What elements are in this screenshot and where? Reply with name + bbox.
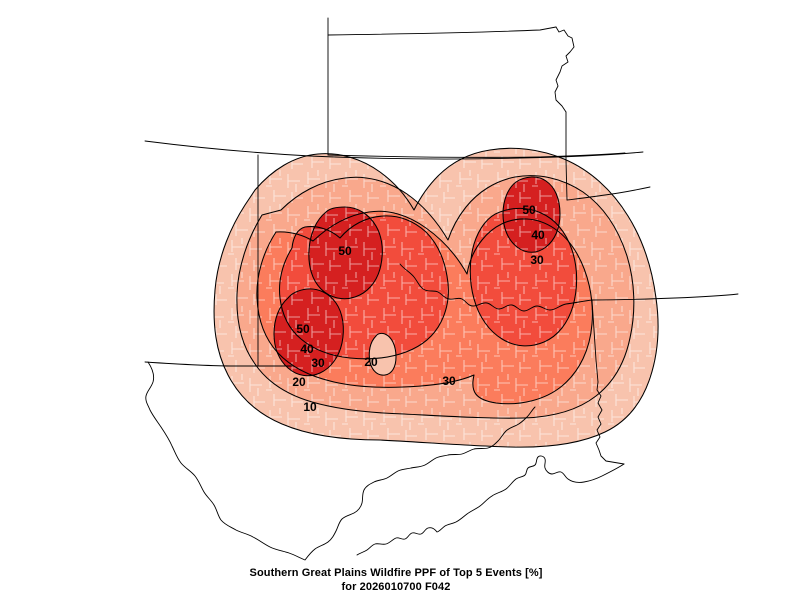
colorado-newmexico-line (144, 140, 644, 160)
kansas-nebraska-line (327, 26, 557, 36)
contour-label-30-kansas: 30 (530, 253, 544, 267)
oklahoma-kansas-line (327, 152, 626, 158)
gulf-coast-texas (356, 455, 625, 556)
contour-line-40-east (469, 207, 578, 347)
contour-lines (213, 147, 659, 448)
contour-line-10 (213, 147, 659, 448)
contour-label-50-west-texas: 50 (296, 322, 310, 336)
texas-arkansas-louisiana-east-line (591, 299, 599, 383)
missouri-northeast-boundary (554, 26, 575, 113)
contour-label-20-southwest: 20 (292, 375, 306, 389)
contour-line-50-kansas (502, 176, 561, 253)
contour-line-50-panhandle (308, 206, 383, 300)
contour-label-50-panhandle: 50 (338, 244, 352, 258)
state-boundaries (144, 17, 739, 561)
contour-label-30-central-texas: 30 (442, 374, 456, 388)
contour-label-10-south: 10 (303, 400, 317, 414)
texas-louisiana-border (595, 381, 625, 465)
oklahoma-missouri-arkansas-line (566, 186, 651, 201)
kansas-missouri-east-line (565, 111, 568, 201)
arkansas-louisiana-line (591, 293, 739, 301)
rio-grande-texas-mexico-border (145, 361, 536, 561)
contour-label-40-west-texas: 40 (300, 342, 314, 356)
contour-label-20-hole: 20 (364, 355, 378, 369)
contour-labels: 50 50 40 30 20 10 20 30 50 40 30 (292, 203, 545, 414)
contour-line-20-hole (368, 332, 397, 376)
contour-line-20 (236, 175, 635, 419)
newmexico-south-line (144, 361, 259, 367)
contour-line-50-west-texas (273, 288, 344, 377)
contour-label-50-kansas: 50 (522, 203, 536, 217)
contour-line-40-west (279, 215, 449, 360)
contour-label-30-west-texas: 30 (311, 356, 325, 370)
contour-minimum-hole (369, 333, 396, 376)
red-river-oklahoma-texas (399, 263, 593, 312)
contour-label-40-kansas: 40 (531, 228, 545, 242)
